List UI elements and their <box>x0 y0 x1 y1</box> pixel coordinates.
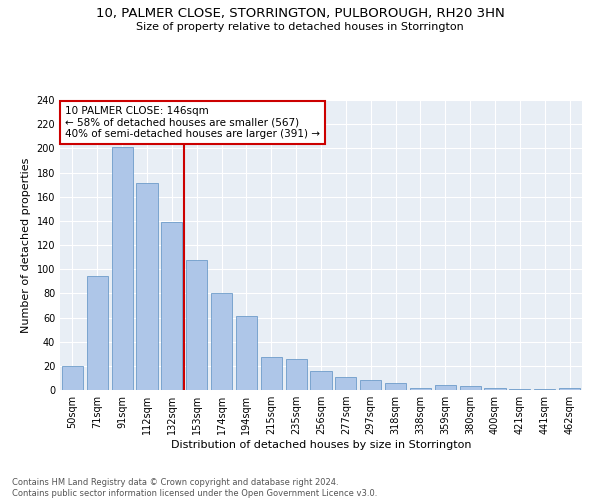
Bar <box>559 388 580 390</box>
Bar <box>335 376 356 390</box>
X-axis label: Distribution of detached houses by size in Storrington: Distribution of detached houses by size … <box>171 440 471 450</box>
Bar <box>62 366 83 390</box>
Bar <box>310 370 332 390</box>
Bar <box>136 184 158 390</box>
Bar <box>286 358 307 390</box>
Text: 10 PALMER CLOSE: 146sqm
← 58% of detached houses are smaller (567)
40% of semi-d: 10 PALMER CLOSE: 146sqm ← 58% of detache… <box>65 106 320 139</box>
Text: Contains HM Land Registry data © Crown copyright and database right 2024.
Contai: Contains HM Land Registry data © Crown c… <box>12 478 377 498</box>
Bar <box>484 388 506 390</box>
Bar <box>360 380 381 390</box>
Text: Size of property relative to detached houses in Storrington: Size of property relative to detached ho… <box>136 22 464 32</box>
Bar <box>211 294 232 390</box>
Bar <box>236 316 257 390</box>
Bar <box>435 385 456 390</box>
Bar <box>161 222 182 390</box>
Bar <box>87 276 108 390</box>
Bar <box>534 389 555 390</box>
Y-axis label: Number of detached properties: Number of detached properties <box>21 158 31 332</box>
Text: 10, PALMER CLOSE, STORRINGTON, PULBOROUGH, RH20 3HN: 10, PALMER CLOSE, STORRINGTON, PULBOROUG… <box>95 8 505 20</box>
Bar <box>509 389 530 390</box>
Bar <box>112 147 133 390</box>
Bar <box>261 358 282 390</box>
Bar <box>460 386 481 390</box>
Bar <box>410 388 431 390</box>
Bar <box>186 260 207 390</box>
Bar <box>385 383 406 390</box>
